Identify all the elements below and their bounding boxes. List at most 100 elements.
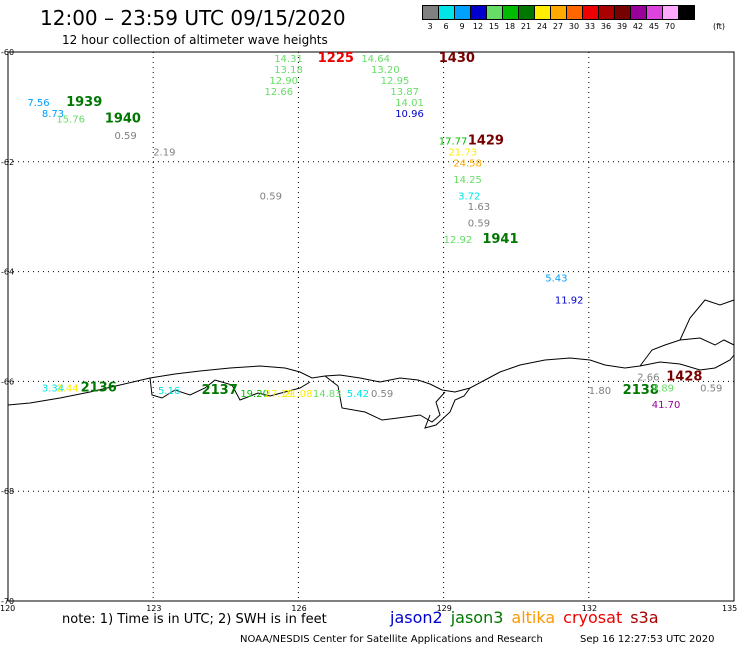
longitude-label: 123 xyxy=(146,604,161,613)
wave-height-label: 13.20 xyxy=(371,65,400,76)
wave-height-label: 3.34 xyxy=(42,383,64,394)
latitude-label: -62 xyxy=(1,158,14,167)
latitude-label: -68 xyxy=(1,487,14,496)
latitude-label: -60 xyxy=(1,48,14,57)
wave-height-label: 0.59 xyxy=(371,389,393,400)
legend-bin-label: 21 xyxy=(520,22,532,31)
wave-height-label: 17.77 xyxy=(439,136,468,147)
wave-height-label: 12.95 xyxy=(381,76,410,87)
pass-time-label: 1225 xyxy=(318,51,354,66)
wave-height-label: 2.44 xyxy=(56,383,78,394)
longitude-label: 120 xyxy=(0,604,15,613)
wave-height-label: 0.59 xyxy=(260,191,282,202)
pass-time-label: 2136 xyxy=(81,380,117,395)
wave-height-label: 11.92 xyxy=(555,296,584,307)
pass-time-label: 1430 xyxy=(439,51,475,66)
credit-line: NOAA/NESDIS Center for Satellite Applica… xyxy=(240,634,543,645)
pass-time-label: 1429 xyxy=(468,133,504,148)
wave-height-label: 0.59 xyxy=(700,383,722,394)
wave-height-label: 13.87 xyxy=(390,87,419,98)
legend-bin-label: 3 xyxy=(427,22,433,31)
footer-note: note: 1) Time is in UTC; 2) SWH is in fe… xyxy=(62,612,327,627)
wave-height-label: 14.25 xyxy=(453,175,482,186)
longitude-label: 132 xyxy=(582,604,597,613)
wave-height-label: 14.83 xyxy=(313,389,342,400)
wave-height-label: 5.43 xyxy=(545,274,567,285)
wave-height-label: 12.92 xyxy=(444,235,473,246)
longitude-label: 126 xyxy=(291,604,306,613)
legend-bin-label: 36 xyxy=(600,22,612,31)
wave-height-label: 21.73 xyxy=(448,147,477,158)
wave-height-label: 19.20 xyxy=(240,389,269,400)
legend-bin-label: 30 xyxy=(568,22,580,31)
wave-height-label: 0.59 xyxy=(468,219,490,230)
legend-bin-label: 15 xyxy=(488,22,500,31)
legend-bin-label: 70 xyxy=(664,22,676,31)
pass-time-label: 1939 xyxy=(66,95,102,110)
longitude-label: 129 xyxy=(437,604,452,613)
wave-height-label: 7.56 xyxy=(27,98,49,109)
graticule-grid xyxy=(8,52,734,601)
wave-height-label: 21.08 xyxy=(284,389,313,400)
wave-height-label: 14.31 xyxy=(274,54,303,65)
wave-height-label: 2.66 xyxy=(637,372,659,383)
color-scale-labels: 3 6 9 12 15 18 21 24 27 30 33 36 39 42 45 70 xyxy=(422,22,740,34)
pass-time-label: 2137 xyxy=(202,383,238,398)
wave-height-label: 10.96 xyxy=(395,109,424,120)
wave-height-label: 5.42 xyxy=(347,389,369,400)
wave-height-label: 15.76 xyxy=(56,114,85,125)
wave-height-label: 1.80 xyxy=(589,386,611,397)
pass-time-label: 1428 xyxy=(666,369,702,384)
latitude-label: -64 xyxy=(1,268,14,277)
map-frame xyxy=(7,51,735,602)
legend-bin-label: 27 xyxy=(552,22,564,31)
legend-bin-label: 6 xyxy=(443,22,449,31)
latitude-label: -70 xyxy=(1,597,14,606)
antarctic-coastline xyxy=(7,299,735,429)
satellite-name: altika xyxy=(511,608,556,627)
wave-height-label: 12.90 xyxy=(269,76,298,87)
legend-bin-label: 39 xyxy=(616,22,628,31)
wave-height-label: 13.18 xyxy=(274,65,303,76)
legend-bin-label: 33 xyxy=(584,22,596,31)
wave-height-label: 2.19 xyxy=(153,147,175,158)
satellite-name: cryosat xyxy=(563,608,623,627)
wave-height-label: 24.58 xyxy=(453,158,482,169)
legend-bin-label: 12 xyxy=(472,22,484,31)
pass-time-label: 1940 xyxy=(105,111,141,126)
wave-height-label: 0.59 xyxy=(114,131,136,142)
wave-height-label: 12.66 xyxy=(265,87,294,98)
page-subtitle: 12 hour collection of altimeter wave hei… xyxy=(62,33,328,47)
wave-height-label: 1.63 xyxy=(468,202,490,213)
wave-height-label: 14.01 xyxy=(395,98,424,109)
legend-swatch xyxy=(678,5,695,20)
satellite-name: jason2 xyxy=(390,608,443,627)
color-scale-legend xyxy=(422,5,695,20)
legend-bin-label: 42 xyxy=(632,22,644,31)
legend-unit: (ft) xyxy=(713,22,726,31)
satellite-name: jason3 xyxy=(450,608,504,627)
wave-height-label: 3.72 xyxy=(458,191,480,202)
wave-height-label: 14.64 xyxy=(361,54,390,65)
legend-bin-label: 9 xyxy=(459,22,465,31)
page-title: 12:00 – 23:59 UTC 09/15/2020 xyxy=(40,6,346,30)
pass-time-label: 2138 xyxy=(623,383,659,398)
wave-height-label: 9.89 xyxy=(652,383,674,394)
wave-height-label: 5.16 xyxy=(158,386,180,397)
legend-bin-label: 45 xyxy=(648,22,660,31)
wave-height-label: 41.70 xyxy=(652,400,681,411)
longitude-label: 135 xyxy=(722,604,737,613)
satellite-name: s3a xyxy=(630,608,659,627)
legend-bin-label: 24 xyxy=(536,22,548,31)
legend-bin-label: 18 xyxy=(504,22,516,31)
wave-height-label: 27.19 xyxy=(265,389,294,400)
satellite-legend: jason2 jason3 altika cryosat s3a xyxy=(390,608,667,627)
pass-time-label: 1941 xyxy=(482,232,518,247)
wave-height-label: 8.73 xyxy=(42,109,64,120)
latitude-label: -66 xyxy=(1,377,14,386)
generation-timestamp: Sep 16 12:27:53 UTC 2020 xyxy=(580,634,715,645)
